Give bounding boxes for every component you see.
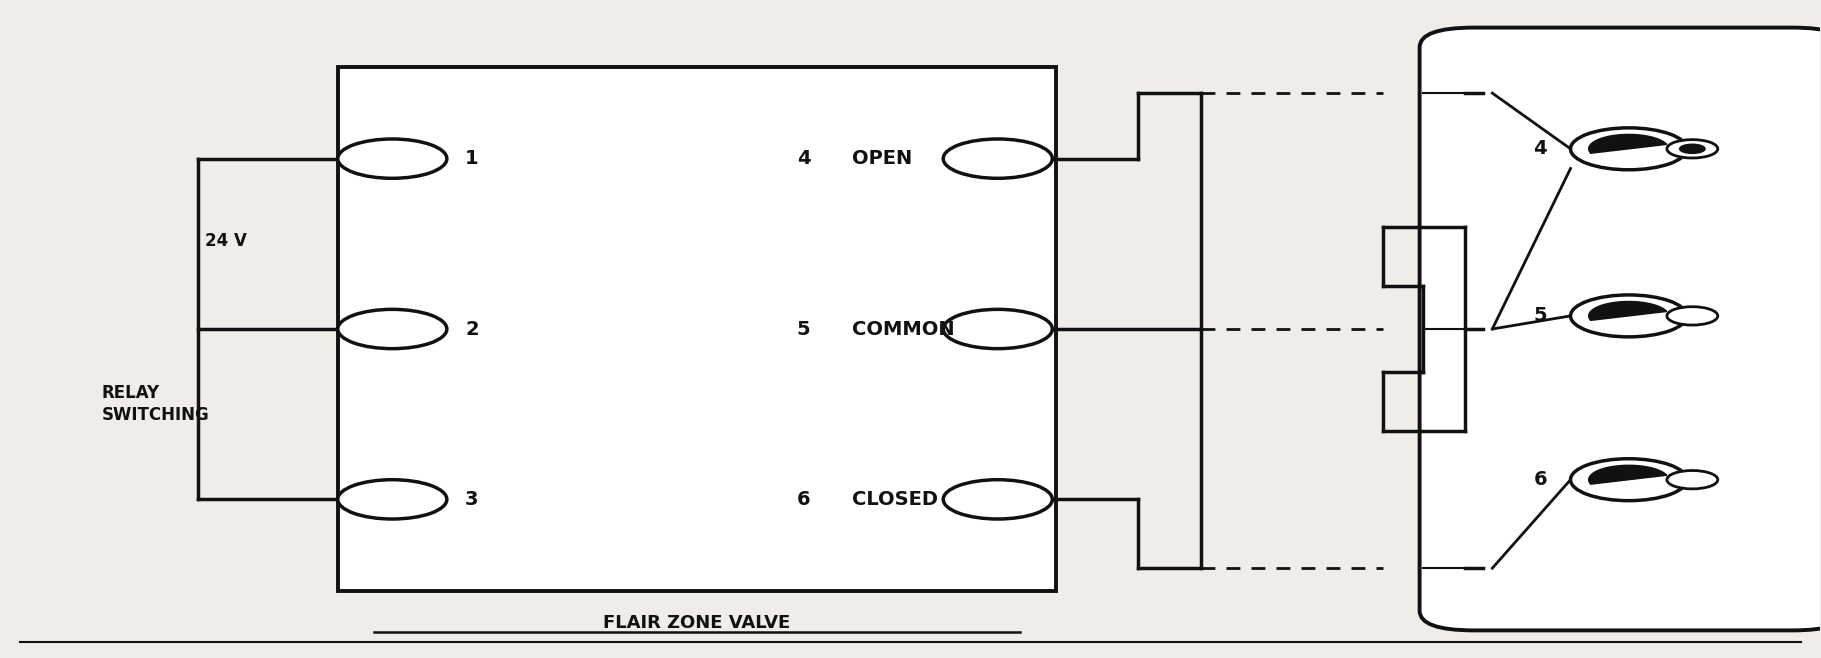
Text: 6: 6 (798, 490, 810, 509)
Text: 1: 1 (464, 149, 479, 168)
Circle shape (337, 139, 446, 178)
FancyBboxPatch shape (1420, 28, 1821, 630)
Text: 5: 5 (798, 320, 810, 338)
Polygon shape (1588, 134, 1666, 153)
Text: 4: 4 (798, 149, 810, 168)
Circle shape (1570, 295, 1686, 337)
Text: 5: 5 (1533, 307, 1546, 326)
Text: COMMON: COMMON (852, 320, 954, 338)
Circle shape (943, 139, 1053, 178)
Circle shape (943, 480, 1053, 519)
Circle shape (1679, 144, 1704, 153)
Circle shape (1666, 470, 1717, 489)
Circle shape (943, 309, 1053, 349)
FancyBboxPatch shape (337, 67, 1056, 591)
Circle shape (1570, 128, 1686, 170)
Text: 2: 2 (464, 320, 479, 338)
Text: 6: 6 (1533, 470, 1546, 489)
Text: 4: 4 (1533, 139, 1546, 159)
Text: 3: 3 (464, 490, 479, 509)
Text: OPEN: OPEN (852, 149, 912, 168)
Text: FLAIR ZONE VALVE: FLAIR ZONE VALVE (603, 613, 790, 632)
Text: CLOSED: CLOSED (852, 490, 938, 509)
Circle shape (1666, 139, 1717, 158)
Circle shape (1570, 459, 1686, 501)
Circle shape (337, 480, 446, 519)
Polygon shape (1588, 301, 1666, 320)
Polygon shape (1588, 465, 1666, 484)
Circle shape (337, 309, 446, 349)
Text: RELAY
SWITCHING: RELAY SWITCHING (102, 384, 209, 424)
Text: 24 V: 24 V (206, 232, 248, 249)
Circle shape (1666, 307, 1717, 325)
